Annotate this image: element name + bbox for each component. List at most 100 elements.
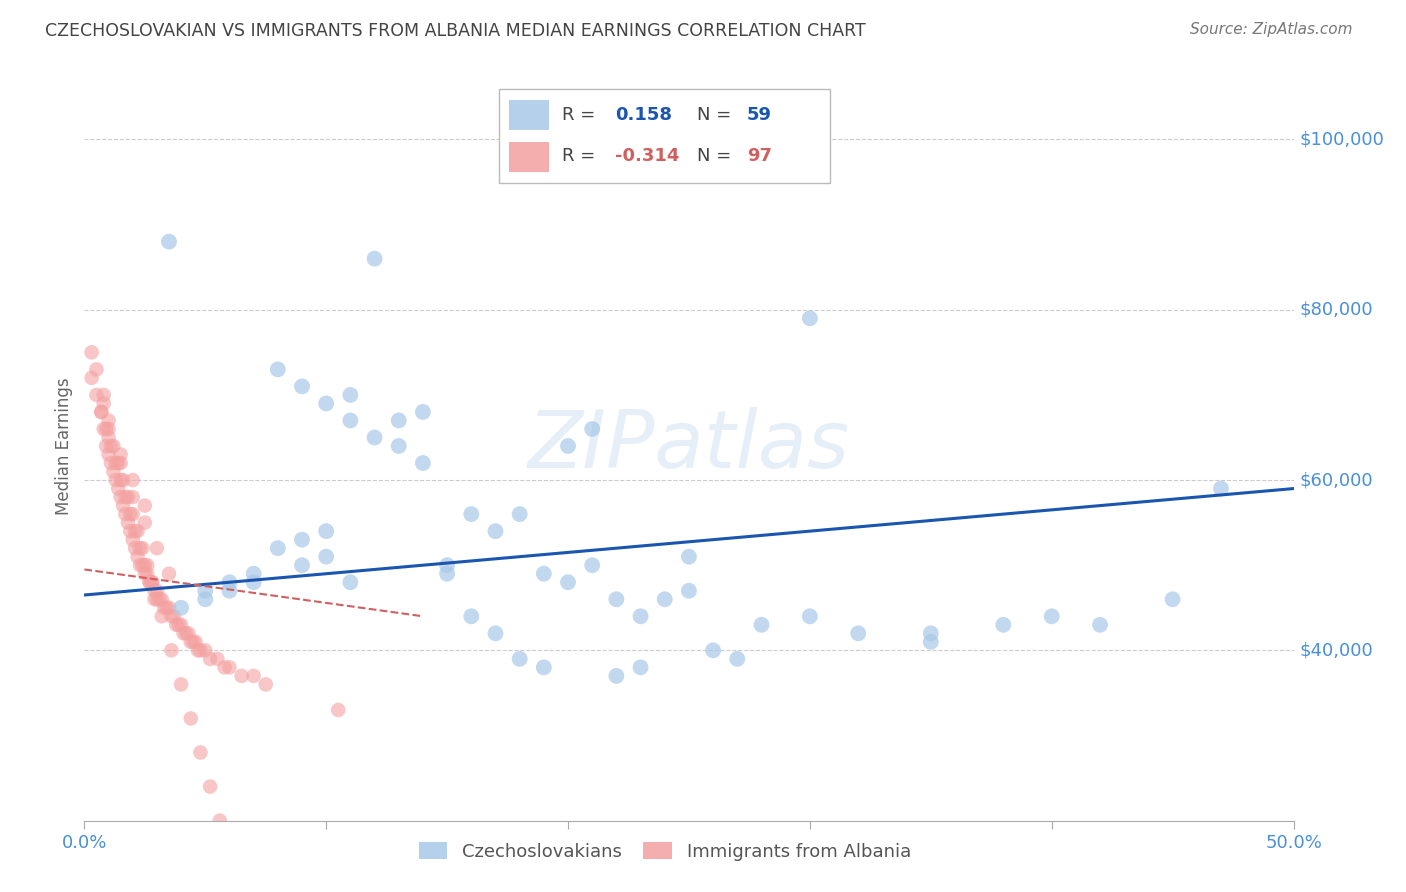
Text: Source: ZipAtlas.com: Source: ZipAtlas.com	[1189, 22, 1353, 37]
Point	[242, 575, 264, 590]
Point	[114, 490, 136, 504]
Point	[412, 405, 434, 419]
Point	[110, 456, 132, 470]
Point	[388, 439, 411, 453]
Point	[751, 617, 773, 632]
Point	[110, 473, 132, 487]
Point	[208, 814, 231, 828]
Point	[242, 669, 264, 683]
Point	[218, 660, 240, 674]
Point	[86, 388, 108, 402]
Point	[581, 558, 603, 573]
Text: N =: N =	[697, 147, 737, 165]
Point	[157, 600, 180, 615]
Point	[90, 405, 112, 419]
Point	[412, 456, 434, 470]
Point	[93, 396, 115, 410]
Point	[315, 524, 337, 538]
Legend: Czechoslovakians, Immigrants from Albania: Czechoslovakians, Immigrants from Albani…	[412, 835, 918, 868]
Point	[97, 422, 120, 436]
Text: 0.158: 0.158	[614, 106, 672, 124]
Point	[170, 617, 193, 632]
Point	[557, 439, 579, 453]
Point	[654, 592, 676, 607]
Point	[93, 422, 115, 436]
Point	[134, 566, 156, 581]
Point	[134, 516, 156, 530]
Text: N =: N =	[697, 106, 737, 124]
Point	[180, 711, 202, 725]
Point	[174, 626, 197, 640]
Point	[163, 609, 186, 624]
Point	[363, 252, 385, 266]
Point	[112, 499, 135, 513]
Point	[920, 626, 942, 640]
Point	[291, 379, 314, 393]
Point	[138, 575, 160, 590]
Point	[1161, 592, 1184, 607]
Point	[86, 362, 108, 376]
Text: $40,000: $40,000	[1299, 641, 1374, 659]
Point	[136, 566, 159, 581]
Point	[190, 746, 212, 760]
Point	[533, 566, 555, 581]
Point	[104, 456, 127, 470]
Point	[198, 652, 221, 666]
Point	[90, 405, 112, 419]
Point	[97, 413, 120, 427]
Point	[80, 371, 103, 385]
Point	[131, 541, 153, 556]
Point	[148, 592, 170, 607]
Point	[112, 473, 135, 487]
Point	[121, 473, 143, 487]
Point	[484, 626, 506, 640]
Bar	[509, 101, 548, 130]
Point	[97, 430, 120, 444]
Point	[218, 575, 240, 590]
Point	[993, 617, 1015, 632]
Point	[170, 677, 193, 691]
Point	[121, 533, 143, 547]
Point	[94, 439, 117, 453]
Point	[94, 422, 117, 436]
Point	[339, 575, 361, 590]
Text: R =: R =	[562, 106, 600, 124]
Text: $80,000: $80,000	[1299, 301, 1374, 318]
Point	[153, 600, 176, 615]
Point	[605, 669, 627, 683]
Point	[605, 592, 627, 607]
Point	[436, 558, 458, 573]
Point	[141, 575, 163, 590]
Point	[214, 660, 236, 674]
Point	[127, 524, 149, 538]
Point	[1040, 609, 1063, 624]
Point	[103, 465, 125, 479]
Point	[242, 566, 264, 581]
Point	[117, 490, 139, 504]
Point	[117, 516, 139, 530]
Point	[173, 626, 195, 640]
Point	[1088, 617, 1111, 632]
Point	[630, 660, 652, 674]
Point	[131, 558, 153, 573]
Point	[124, 524, 146, 538]
Point	[581, 422, 603, 436]
Point	[388, 413, 411, 427]
Point	[129, 541, 152, 556]
Point	[291, 558, 314, 573]
Point	[557, 575, 579, 590]
Point	[484, 524, 506, 538]
Text: $60,000: $60,000	[1299, 471, 1374, 489]
Point	[103, 439, 125, 453]
Point	[170, 600, 193, 615]
Point	[80, 345, 103, 359]
Point	[328, 703, 350, 717]
Point	[678, 583, 700, 598]
Point	[267, 541, 290, 556]
Point	[146, 592, 169, 607]
Point	[143, 592, 166, 607]
Point	[146, 541, 169, 556]
Point	[138, 575, 160, 590]
Text: 97: 97	[747, 147, 772, 165]
Point	[107, 456, 129, 470]
